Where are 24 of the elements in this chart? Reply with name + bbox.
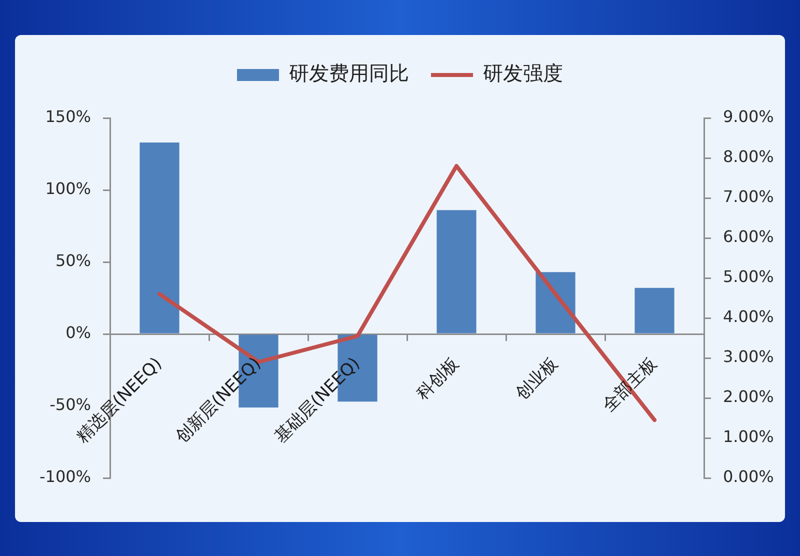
legend-label: 研发强度 [483, 61, 563, 86]
y2-tick-label: 0.00% [723, 467, 774, 486]
x-tick-label: 全部主板 [598, 354, 662, 416]
y2-tick-label: 5.00% [723, 267, 774, 286]
y-tick-label: 100% [45, 179, 91, 198]
bar [436, 210, 476, 334]
y2-tick-label: 7.00% [723, 187, 774, 206]
y2-tick-label: 4.00% [723, 307, 774, 326]
y-tick-label: -50% [50, 395, 91, 414]
bar [140, 142, 180, 334]
y-tick-label: 0% [66, 323, 91, 342]
y2-tick-label: 6.00% [723, 227, 774, 246]
legend-label: 研发费用同比 [289, 61, 409, 86]
x-tick-label: 科创板 [412, 354, 464, 404]
y2-tick-label: 9.00% [723, 107, 774, 126]
bar [634, 288, 674, 334]
y-tick-label: -100% [39, 467, 91, 486]
y-tick-label: 50% [55, 251, 91, 270]
y2-tick-label: 1.00% [723, 427, 774, 446]
y-tick-label: 150% [45, 107, 91, 126]
y2-tick-label: 2.00% [723, 387, 774, 406]
x-tick-label: 创业板 [512, 354, 562, 404]
y2-tick-label: 3.00% [723, 347, 774, 366]
y2-tick-label: 8.00% [723, 147, 774, 166]
